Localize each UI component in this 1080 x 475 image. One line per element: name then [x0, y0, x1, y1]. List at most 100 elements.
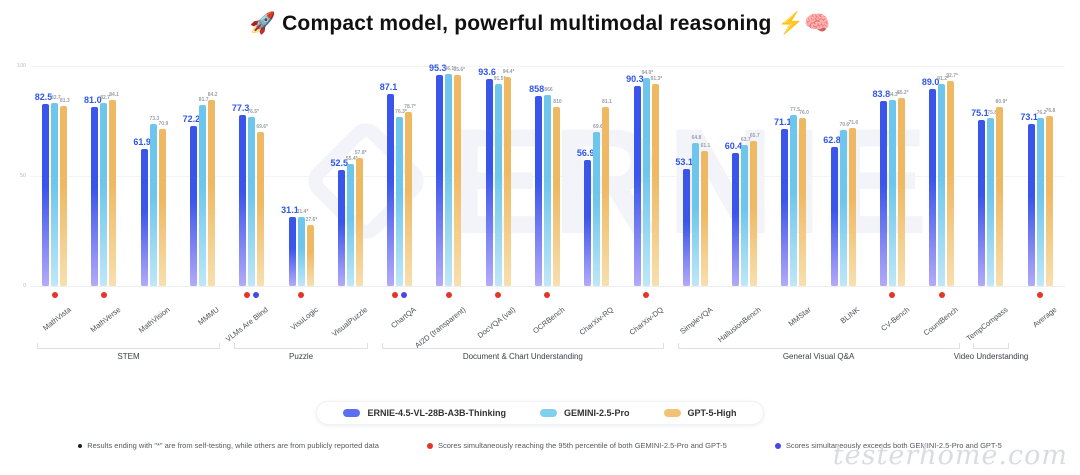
legend-row: ERNIE-4.5-VL-28B-A3B-Thinking GEMINI-2.5-… [0, 401, 1080, 425]
dot-cell [819, 289, 868, 301]
bar-wrap: 31.1 [281, 205, 299, 286]
bar-ERNIE-4.5-VL-28B-A3B-Thinking [387, 93, 395, 286]
bar-ERNIE-4.5-VL-28B-A3B-Thinking [239, 115, 247, 286]
bar-GPT-5-High [405, 112, 413, 286]
x-axis-label: MMStar [786, 305, 813, 329]
bar-group: 72.2 81.7 84.2 [178, 66, 227, 286]
legend-swatch-icon [540, 409, 557, 417]
x-label-cell: AI2D (transparent) [413, 301, 473, 350]
bar-group: 81.0 82.7 84.1 [79, 66, 128, 286]
value-label: 94.0* [641, 70, 654, 77]
value-label: 64.8 [691, 134, 702, 141]
bar-GEMINI-2.5-Pro [297, 216, 305, 286]
bar-wrap: 810 [552, 99, 562, 286]
value-label: 96.1* [444, 65, 457, 72]
value-label: 31.1 [281, 205, 299, 216]
bar-GEMINI-2.5-Pro [741, 145, 749, 286]
bar-block: 87.1 76.3* 78.7* [380, 82, 416, 286]
bar-group: 90.3 94.0* 91.3* [621, 66, 670, 286]
bar-wrap: 94.0* [642, 70, 653, 286]
red-dot-icon [298, 292, 305, 298]
value-label: 71.6 [848, 119, 859, 126]
bar-wrap: 77.3 [232, 103, 249, 286]
bar-wrap: 76.2 [1037, 110, 1046, 286]
dot-cell [474, 289, 523, 301]
value-label: 52.5 [330, 157, 348, 168]
bar-group: 62.8 70.6 71.6 [819, 66, 868, 286]
bar-GPT-5-High [355, 158, 363, 286]
bar-ERNIE-4.5-VL-28B-A3B-Thinking [929, 89, 937, 286]
value-label: 57.8* [354, 150, 367, 157]
x-axis-label: SimpleVQA [677, 305, 714, 336]
bar-GPT-5-High [552, 107, 560, 286]
bar-wrap: 95.3 [429, 63, 447, 286]
red-dot-icon [643, 292, 650, 298]
x-axis-label: HallusionBench [716, 305, 764, 345]
x-label-cell: MathVista [30, 301, 79, 341]
value-label: 866 [544, 86, 553, 93]
bar-group: 56.9 69.6 81.1 [572, 66, 621, 286]
legend-item: GEMINI-2.5-Pro [540, 408, 630, 418]
page-title: 🚀 Compact model, powerful multimodal rea… [0, 0, 1080, 36]
x-axis-label: MathVista [41, 305, 74, 333]
bar-GEMINI-2.5-Pro [790, 114, 798, 286]
section-bracket: STEM [36, 343, 221, 361]
bar-GEMINI-2.5-Pro [149, 124, 157, 286]
bar-GPT-5-High [750, 140, 758, 286]
red-dot-icon [495, 292, 502, 298]
x-axis-label: DocVQA (val) [475, 305, 517, 341]
bar-ERNIE-4.5-VL-28B-A3B-Thinking [1027, 124, 1035, 286]
x-axis-label: CV-Bench [878, 305, 911, 333]
x-label-cell: CharXiv-DQ [621, 301, 670, 341]
bar-GEMINI-2.5-Pro [51, 103, 59, 286]
value-label: 27.6* [305, 217, 318, 224]
blue-marker-icon [774, 442, 781, 449]
bar-ERNIE-4.5-VL-28B-A3B-Thinking [42, 103, 50, 286]
bar-GEMINI-2.5-Pro [248, 116, 256, 286]
bar-block: 81.0 82.7 84.1 [84, 92, 119, 286]
bar-wrap: 65.7 [750, 133, 760, 286]
bar-block: 72.2 81.7 84.2 [183, 92, 218, 286]
value-label: 84.3* [887, 91, 900, 98]
bar-wrap: 76.8 [1045, 108, 1055, 286]
bar-GPT-5-High [454, 74, 462, 286]
rocket-emoji-icon: 🚀 [249, 12, 277, 35]
bar-wrap: 71.1 [774, 117, 792, 286]
value-label: 78.7* [404, 104, 416, 111]
section-bracket: General Visual Q&A [677, 343, 960, 361]
bar-GPT-5-High [503, 77, 511, 286]
bar-GPT-5-High [1045, 116, 1053, 286]
bar-GPT-5-High [207, 99, 215, 286]
value-label: 70.9 [158, 121, 169, 128]
x-label-cell: VisualPuzzle [326, 301, 375, 341]
bar-group: 93.6 91.5* 94.4* [474, 66, 523, 286]
bar-wrap: 61.9 [133, 137, 151, 286]
y-tick-50: 50 [19, 173, 26, 179]
bar-ERNIE-4.5-VL-28B-A3B-Thinking [633, 86, 641, 286]
section-label: Document & Chart Understanding [462, 352, 583, 361]
highlight-dots-row [30, 289, 1065, 301]
x-label-cell: MathVerse [79, 301, 128, 341]
legend-label: GPT-5-High [687, 408, 737, 418]
bar-group: 52.5 55.4* 57.8* [326, 66, 375, 286]
legend-swatch-icon [663, 409, 681, 417]
dot-cell [917, 289, 966, 301]
bar-block: 31.1 31.4* 27.6* [281, 205, 317, 286]
bar-wrap: 92.7* [946, 73, 958, 286]
value-label: 76.5* [247, 108, 260, 115]
bar-group: 75.1 75.8 80.9* [966, 66, 1015, 286]
bar-GEMINI-2.5-Pro [494, 83, 502, 286]
bar-GEMINI-2.5-Pro [642, 78, 650, 286]
bar-block: 52.5 55.4* 57.8* [330, 150, 367, 286]
bar-GEMINI-2.5-Pro [346, 163, 354, 286]
footnotes-row: Results ending with "*" are from self-te… [0, 441, 1080, 450]
bar-block: 858 866 810 [529, 84, 562, 286]
value-label: 76.3* [395, 109, 407, 116]
bar-group: 61.9 73.3 70.9 [129, 66, 178, 286]
bar-GEMINI-2.5-Pro [198, 105, 206, 286]
blue-dot-icon [253, 292, 260, 298]
red-dot-icon [392, 292, 399, 298]
lightning-brain-emoji-icon: ⚡🧠 [777, 12, 831, 35]
value-label: 70.6 [839, 121, 850, 128]
